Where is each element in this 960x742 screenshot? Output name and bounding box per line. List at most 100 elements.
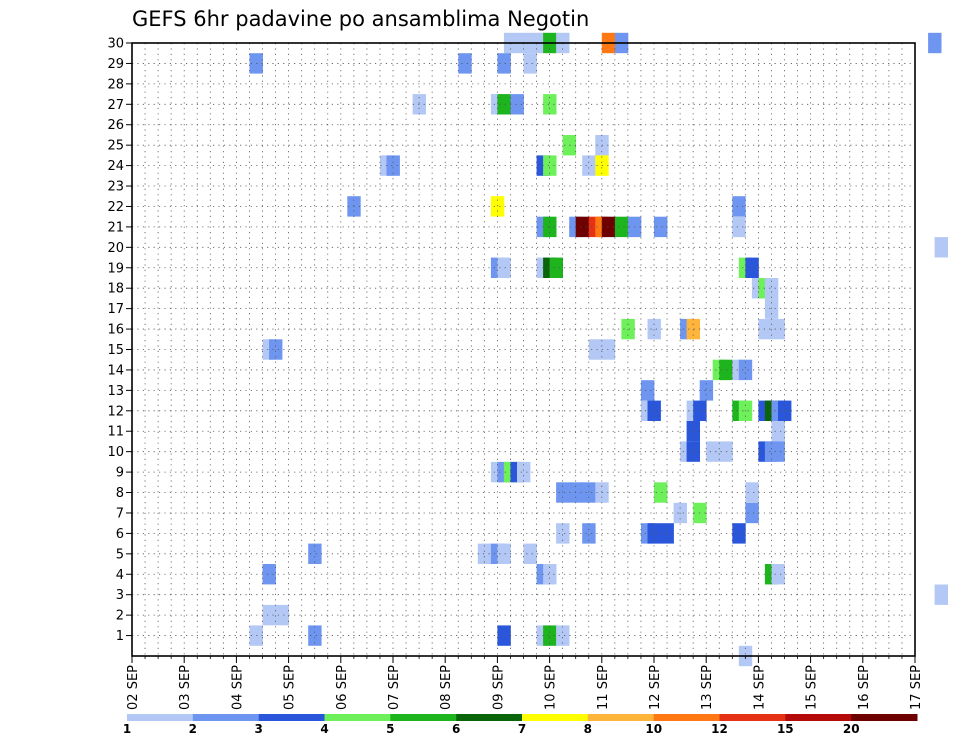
x-tick-label: 06 SEP xyxy=(335,665,350,710)
legend-label: 2 xyxy=(189,722,197,736)
legend-label: 5 xyxy=(386,722,394,736)
heatmap-cell xyxy=(497,94,511,115)
y-tick-label: 13 xyxy=(107,384,124,399)
y-tick-label: 6 xyxy=(116,527,124,542)
heatmap-cell xyxy=(497,543,511,564)
heatmap-cell xyxy=(308,543,322,564)
heatmap-cell xyxy=(562,135,576,156)
heatmap-cell xyxy=(543,564,557,585)
y-tick-label: 19 xyxy=(107,261,124,276)
heatmap-cell xyxy=(732,216,746,238)
heatmap-cell xyxy=(771,564,785,585)
legend-swatch xyxy=(851,714,918,721)
legend-swatch xyxy=(522,714,589,721)
heatmap-cell xyxy=(934,237,948,258)
y-tick-label: 27 xyxy=(107,98,124,113)
y-tick-label: 25 xyxy=(107,139,124,154)
x-tick-label: 17 SEP xyxy=(909,665,924,710)
legend-swatch xyxy=(653,714,720,721)
y-tick-label: 4 xyxy=(116,568,124,583)
heatmap-cell xyxy=(758,318,772,340)
y-tick-label: 1 xyxy=(116,629,124,644)
heatmap-cell xyxy=(477,543,492,564)
y-tick-label: 7 xyxy=(116,506,124,521)
heatmap-cell xyxy=(497,257,511,278)
heatmap-cell xyxy=(490,196,505,217)
y-tick-label: 24 xyxy=(107,159,124,174)
chart-title: GEFS 6hr padavine po ansamblima Negotin xyxy=(132,7,589,31)
heatmap-cell xyxy=(647,523,661,544)
heatmap-cell xyxy=(588,339,603,360)
y-tick-label: 20 xyxy=(107,241,124,256)
y-tick-label: 3 xyxy=(116,588,124,603)
y-tick-label: 29 xyxy=(107,57,124,72)
heatmap-cell xyxy=(654,482,668,503)
heatmap-cell xyxy=(275,604,289,626)
y-tick-label: 21 xyxy=(107,220,124,235)
y-tick-label: 8 xyxy=(116,486,124,501)
legend-swatch xyxy=(785,714,852,721)
heatmap-cell xyxy=(575,216,590,238)
heatmap-cell xyxy=(549,257,563,278)
y-tick-label: 28 xyxy=(107,77,124,92)
y-tick-label: 5 xyxy=(116,547,124,562)
x-tick-label: 07 SEP xyxy=(387,665,402,710)
legend-swatch xyxy=(324,714,391,721)
heatmap-cell xyxy=(556,523,570,544)
x-tick-label: 16 SEP xyxy=(857,665,872,710)
legend-swatch xyxy=(719,714,786,721)
heatmap-cell xyxy=(928,32,942,54)
x-tick-label: 11 SEP xyxy=(596,665,611,710)
heatmap-cell xyxy=(686,421,700,442)
heatmap-cell xyxy=(601,339,616,360)
legend-label: 8 xyxy=(584,722,592,736)
y-tick-label: 26 xyxy=(107,118,124,133)
x-tick-label: 04 SEP xyxy=(230,665,245,710)
heatmap-cell xyxy=(699,380,714,401)
heatmap-cell xyxy=(738,359,753,381)
x-axis-ticks: 02 SEP 03 SEP 04 SEP 05 SEP 06 SEP 07 SEP 08 S… xyxy=(126,656,924,710)
heatmap-cell xyxy=(543,155,557,176)
legend-swatch xyxy=(192,714,260,721)
legend-label: 10 xyxy=(645,722,662,736)
heatmap-cell xyxy=(556,482,570,503)
heatmap-cell xyxy=(934,584,948,605)
heatmap-cell xyxy=(517,461,531,483)
y-tick-label: 16 xyxy=(107,323,124,338)
heatmap-cell xyxy=(582,482,596,503)
legend-swatch xyxy=(258,714,325,721)
x-tick-label: 03 SEP xyxy=(178,665,193,710)
heatmap-cell xyxy=(523,543,537,564)
heatmap-cell xyxy=(614,216,629,238)
y-tick-label: 15 xyxy=(107,343,124,358)
heatmap-cells xyxy=(249,32,948,667)
legend-label: 6 xyxy=(452,722,460,736)
heatmap-cell xyxy=(543,94,557,115)
y-tick-label: 17 xyxy=(107,302,124,317)
y-tick-label: 10 xyxy=(107,445,124,460)
heatmap-cell xyxy=(621,318,635,340)
x-tick-label: 12 SEP xyxy=(648,665,663,710)
x-tick-label: 14 SEP xyxy=(752,665,767,710)
heatmap-cell xyxy=(686,441,700,462)
legend-label: 4 xyxy=(320,722,328,736)
heatmap-cell xyxy=(582,155,596,176)
heatmap-cell xyxy=(706,441,720,462)
heatmap-cell xyxy=(771,441,785,462)
heatmap-cell xyxy=(497,53,511,74)
heatmap-cell xyxy=(458,53,472,74)
y-tick-label: 9 xyxy=(116,466,124,481)
legend-label: 3 xyxy=(255,722,263,736)
y-tick-label: 14 xyxy=(107,363,124,378)
heatmap-cell xyxy=(510,94,524,115)
heatmap-cell xyxy=(601,216,616,238)
heatmap-cell xyxy=(654,216,668,238)
x-tick-label: 02 SEP xyxy=(126,665,141,710)
heatmap-cell xyxy=(497,625,511,646)
y-tick-label: 11 xyxy=(107,425,124,440)
heatmap-cell xyxy=(745,502,759,524)
y-axis-ticks: 1234567891011121314151617181920212223242… xyxy=(107,37,132,644)
y-tick-label: 18 xyxy=(107,282,124,297)
heatmap-cell xyxy=(386,155,400,176)
